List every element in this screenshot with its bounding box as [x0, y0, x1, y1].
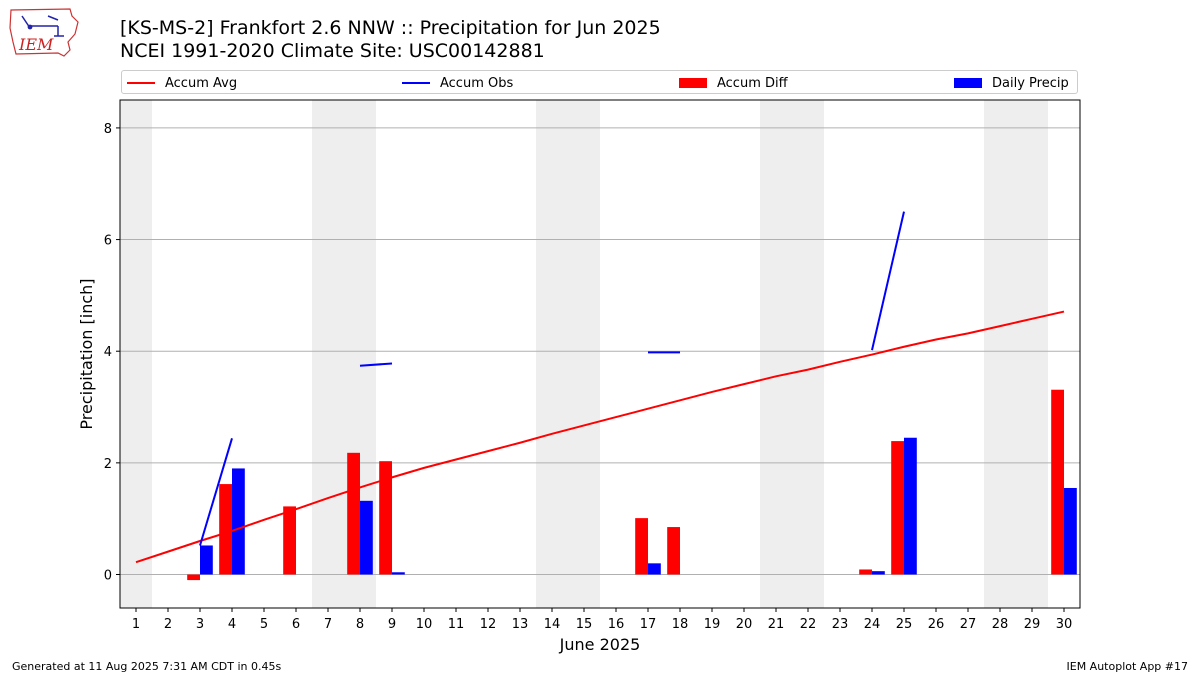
- x-tick-label: 19: [704, 617, 721, 632]
- y-tick-label: 6: [104, 234, 112, 249]
- daily-precip-bar: [200, 545, 213, 575]
- daily-precip-bar: [360, 500, 373, 575]
- weekend-band: [120, 100, 152, 608]
- y-axis-ticks: 0 2 4 6 8: [104, 122, 120, 584]
- app-credit: IEM Autoplot App #17: [1066, 660, 1189, 673]
- legend-item-accum-diff: Accum Diff: [679, 73, 788, 93]
- chart-title: [KS-MS-2] Frankfort 2.6 NNW :: Precipita…: [120, 17, 661, 39]
- y-tick-label: 4: [104, 345, 112, 360]
- x-tick-label: 22: [800, 617, 817, 632]
- x-tick-label: 14: [544, 617, 561, 632]
- x-tick-label: 9: [388, 617, 396, 632]
- x-tick-label: 29: [1024, 617, 1041, 632]
- x-tick-label: 16: [608, 617, 625, 632]
- legend-swatch-accum-diff: [679, 78, 707, 88]
- iowa-map-icon: IEM: [9, 8, 79, 57]
- y-tick-label: 0: [104, 569, 112, 584]
- legend-item-accum-avg: Accum Avg: [127, 73, 237, 93]
- daily-precip-bar: [232, 468, 245, 575]
- x-tick-label: 26: [928, 617, 945, 632]
- accum-obs-line: [359, 362, 393, 367]
- accum-diff-bar: [283, 506, 296, 575]
- x-tick-label: 3: [196, 617, 204, 632]
- legend-swatch-accum-obs: [402, 82, 430, 84]
- legend-label-accum-avg: Accum Avg: [165, 75, 238, 91]
- logo-text: IEM: [18, 35, 54, 54]
- accum-diff-bar: [379, 461, 392, 575]
- y-axis-label: Precipitation [inch]: [77, 278, 96, 429]
- daily-precip-bar: [1064, 487, 1077, 575]
- accum-diff-bar: [635, 518, 648, 575]
- legend: Accum Avg Accum Obs Accum Diff Daily Pre…: [121, 70, 1078, 94]
- legend-item-accum-obs: Accum Obs: [402, 73, 513, 93]
- x-tick-label: 23: [832, 617, 849, 632]
- grid-lines: [120, 127, 1080, 576]
- accum-diff-bar: [1051, 389, 1064, 575]
- legend-item-daily-precip: Daily Precip: [954, 73, 1069, 93]
- weekend-band: [760, 100, 824, 608]
- x-tick-label: 30: [1056, 617, 1073, 632]
- y-tick-label: 8: [104, 122, 112, 137]
- x-tick-label: 15: [576, 617, 593, 632]
- x-tick-label: 13: [512, 617, 529, 632]
- weekend-band: [536, 100, 600, 608]
- x-tick-label: 24: [864, 617, 881, 632]
- weekend-band: [984, 100, 1048, 608]
- chart-subtitle: NCEI 1991-2020 Climate Site: USC00142881: [120, 40, 545, 62]
- plot-frame: [119, 99, 1081, 609]
- x-tick-label: 28: [992, 617, 1009, 632]
- x-tick-label: 18: [672, 617, 689, 632]
- x-tick-label: 21: [768, 617, 785, 632]
- accum-obs-line: [871, 211, 905, 351]
- accum-diff-bar: [891, 441, 904, 575]
- accum-diff-bar: [859, 569, 872, 575]
- legend-label-accum-obs: Accum Obs: [440, 75, 514, 91]
- accum-obs-line: [199, 438, 233, 546]
- accum-diff-bar: [347, 452, 360, 575]
- accum-diff-bar: [667, 527, 680, 575]
- x-tick-label: 1: [132, 617, 140, 632]
- daily-precip-bar: [904, 437, 917, 575]
- bars: [187, 389, 1077, 581]
- x-tick-label: 25: [896, 617, 913, 632]
- x-tick-label: 17: [640, 617, 657, 632]
- x-axis-label: June 2025: [559, 635, 641, 654]
- accum-diff-bar: [219, 484, 232, 575]
- x-tick-label: 2: [164, 617, 172, 632]
- weekend-bands: [120, 100, 1048, 608]
- accum-diff-bar: [187, 574, 200, 581]
- x-tick-label: 12: [480, 617, 497, 632]
- legend-label-accum-diff: Accum Diff: [717, 75, 788, 91]
- x-tick-label: 4: [228, 617, 236, 632]
- legend-swatch-accum-avg: [127, 82, 155, 84]
- y-tick-label: 2: [104, 457, 112, 472]
- daily-precip-bar: [392, 572, 405, 575]
- generated-timestamp: Generated at 11 Aug 2025 7:31 AM CDT in …: [12, 660, 282, 673]
- x-tick-label: 20: [736, 617, 753, 632]
- daily-precip-bar: [872, 571, 885, 575]
- x-tick-label: 6: [292, 617, 300, 632]
- x-tick-label: 8: [356, 617, 364, 632]
- x-tick-label: 11: [448, 617, 465, 632]
- x-tick-label: 27: [960, 617, 977, 632]
- accum-avg-line: [135, 310, 1065, 564]
- legend-label-daily-precip: Daily Precip: [992, 75, 1069, 91]
- legend-swatch-daily-precip: [954, 78, 982, 88]
- x-axis-ticks: 1 2 3 4 5 6 7 8 9 10 11 12 13 14 15 16 17 18 19 20 21 22 23 24 2…: [132, 608, 1072, 632]
- series-lines: [135, 211, 1065, 564]
- x-tick-label: 5: [260, 617, 268, 632]
- x-tick-label: 7: [324, 617, 332, 632]
- iem-logo: IEM: [8, 6, 80, 60]
- daily-precip-bar: [648, 563, 661, 575]
- x-tick-label: 10: [416, 617, 433, 632]
